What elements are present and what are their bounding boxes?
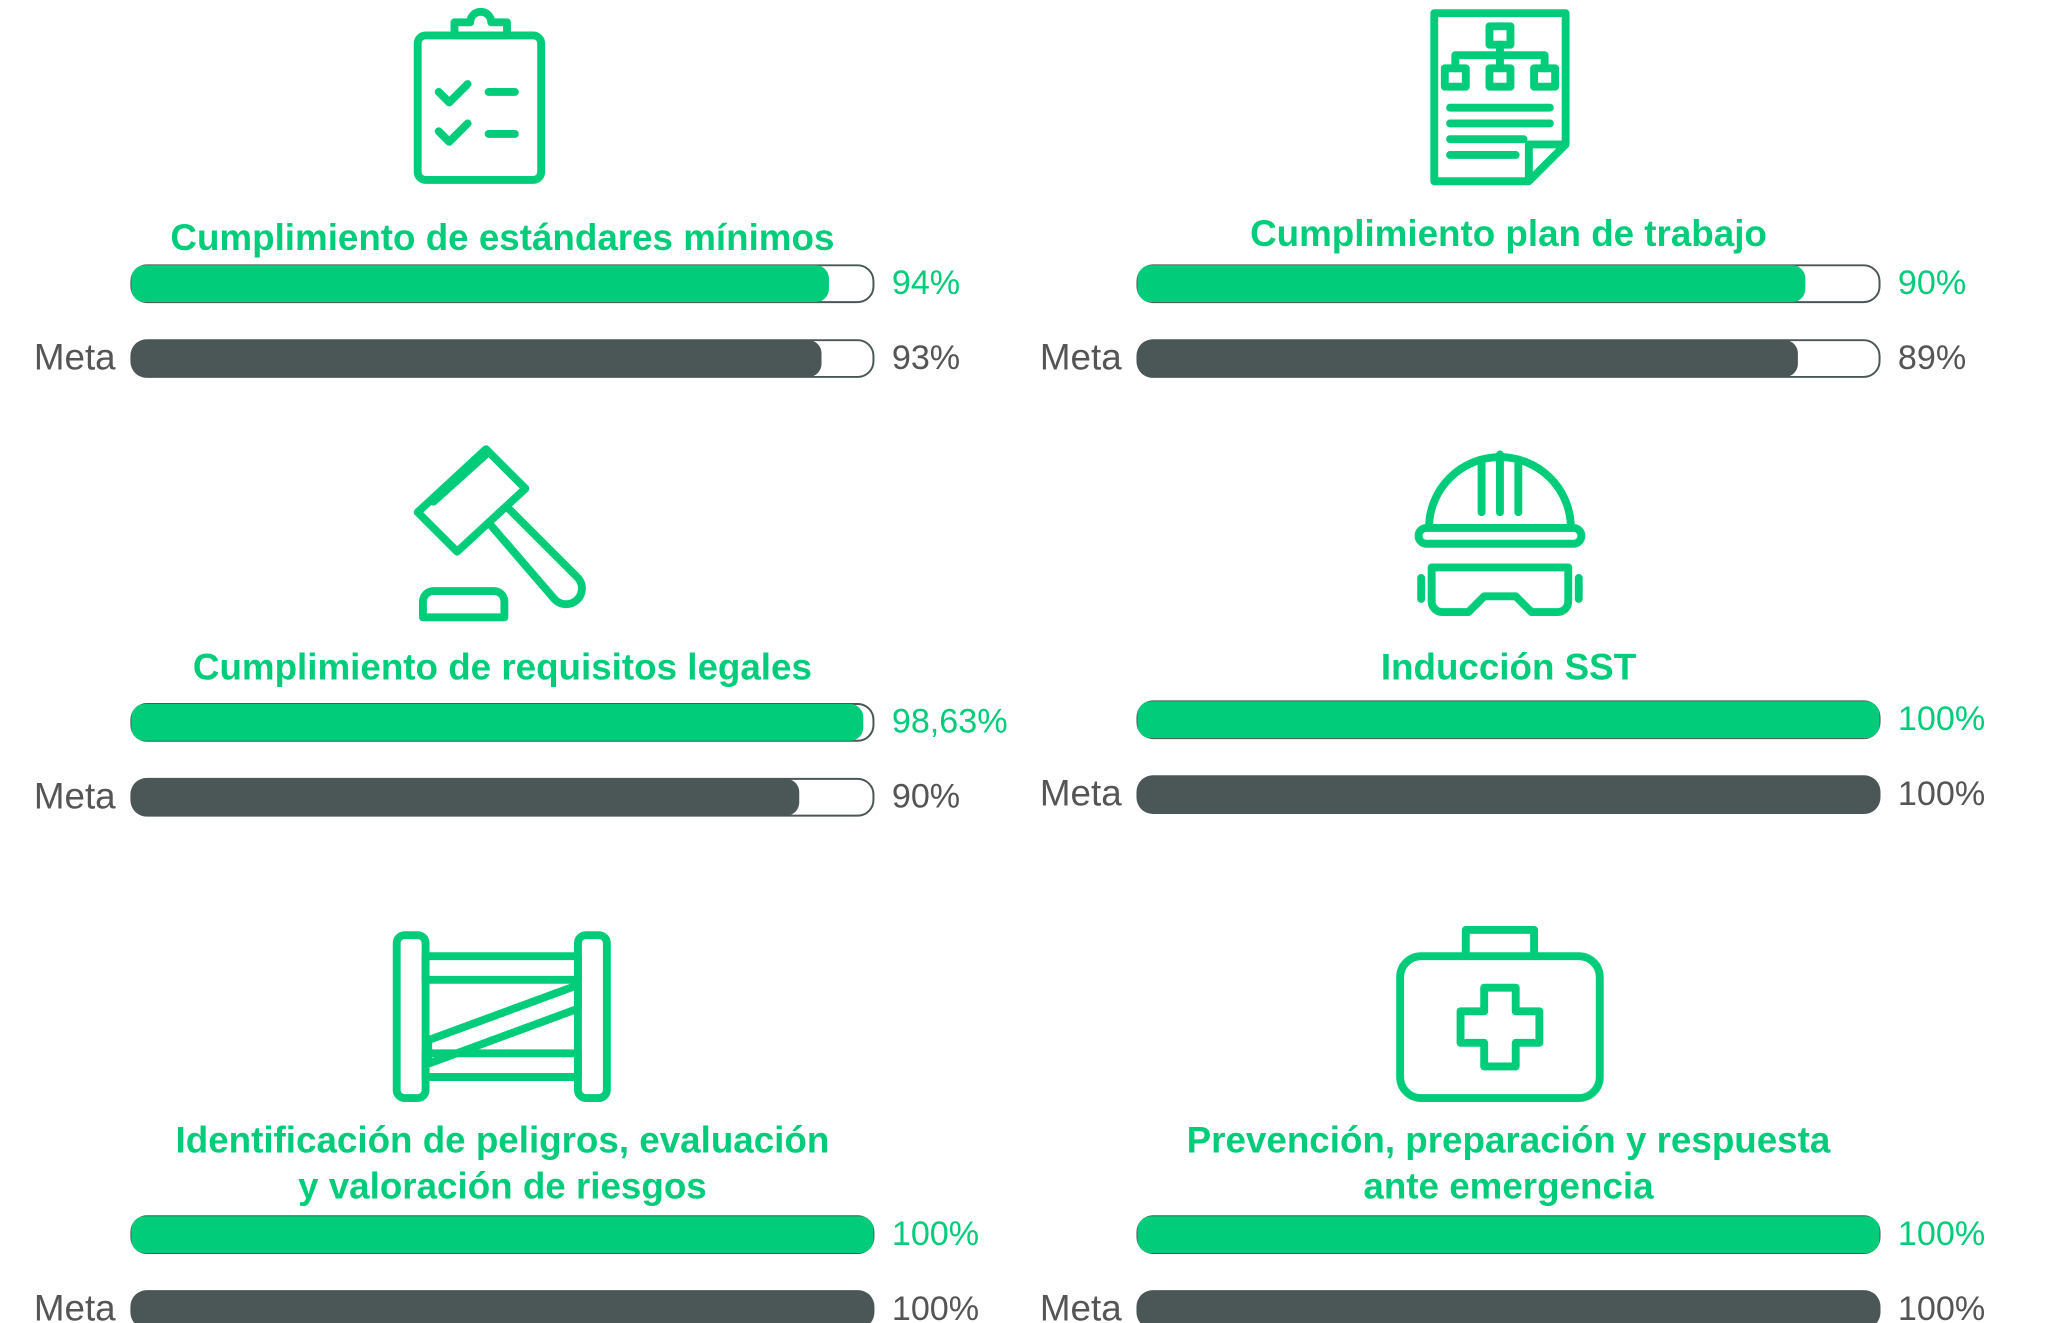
category-label: Meta: [1040, 337, 1122, 378]
bar: [131, 340, 822, 377]
value-label: 100%: [1898, 775, 1985, 813]
panel-title: Cumplimiento plan de trabajo: [1250, 213, 1767, 254]
panel-title: ante emergencia: [1363, 1165, 1654, 1206]
value-label: 90%: [1898, 264, 1966, 302]
bar: [131, 703, 864, 741]
value-label: 93%: [892, 339, 960, 377]
value-label: 90%: [892, 778, 960, 816]
panel-title: Inducción SST: [1381, 647, 1637, 688]
clipboard-icon: [413, 7, 546, 184]
bar: [1137, 340, 1798, 377]
panel-title: Cumplimiento de estándares mínimos: [170, 217, 834, 258]
gavel-icon: [413, 445, 586, 622]
panel-title: Cumplimiento de requisitos legales: [193, 647, 812, 688]
bar: [1137, 701, 1880, 739]
category-label: Meta: [1040, 773, 1122, 814]
category-label: Meta: [1040, 1288, 1122, 1323]
value-label: 100%: [892, 1290, 979, 1323]
category-label: Meta: [34, 1288, 116, 1323]
panel-title: Prevención, preparación y respuesta: [1187, 1119, 1831, 1160]
category-label: Meta: [34, 775, 116, 816]
bar: [1137, 1216, 1880, 1253]
barrier-icon: [392, 931, 611, 1102]
bar: [1137, 776, 1880, 814]
value-label: 100%: [1898, 1215, 1985, 1253]
value-label: 100%: [1898, 1290, 1985, 1323]
panel-title: Identificación de peligros, evaluación: [176, 1119, 830, 1160]
bar: [1137, 1291, 1880, 1323]
value-label: 94%: [892, 264, 960, 302]
first-aid-icon: [1396, 925, 1604, 1102]
document-icon: [1430, 9, 1570, 186]
bar: [131, 778, 800, 816]
category-label: Meta: [34, 337, 116, 378]
helmet-icon: [1414, 450, 1586, 616]
value-label: 100%: [892, 1215, 979, 1253]
value-label: 100%: [1898, 700, 1985, 738]
panel-title: y valoración de riesgos: [298, 1165, 707, 1206]
bar: [131, 1216, 874, 1253]
value-label: 89%: [1898, 339, 1966, 377]
bar: [131, 265, 829, 303]
bar: [131, 1291, 874, 1323]
value-label: 98,63%: [892, 703, 1008, 741]
bar: [1137, 265, 1806, 303]
